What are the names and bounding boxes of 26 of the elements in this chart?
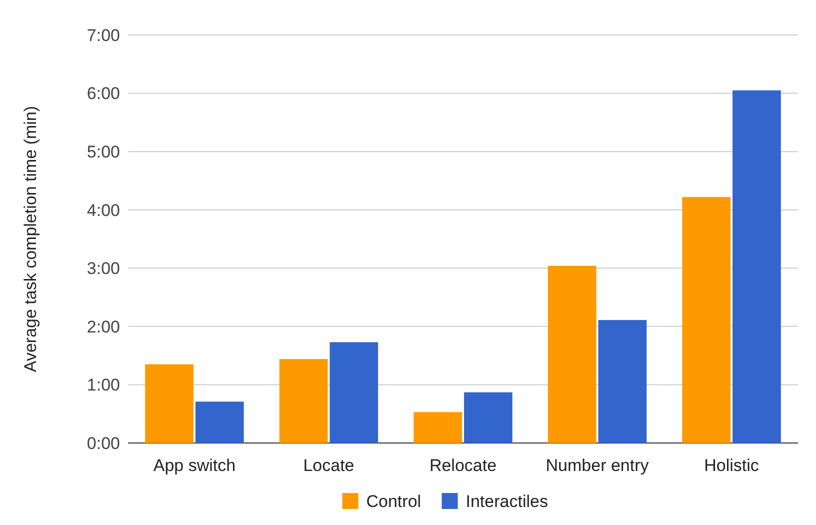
bar <box>195 402 244 443</box>
x-tick-label: Number entry <box>546 456 650 475</box>
y-tick-label: 5:00 <box>86 142 120 162</box>
bar <box>279 359 328 443</box>
y-tick-label: 6:00 <box>86 84 120 104</box>
x-tick-label: Relocate <box>429 456 497 475</box>
y-tick-label: 3:00 <box>86 259 120 278</box>
x-tick-label: Locate <box>303 456 354 475</box>
bar <box>464 392 512 443</box>
bar <box>548 266 596 443</box>
bar <box>330 342 378 443</box>
y-tick-label: 2:00 <box>86 317 120 336</box>
bar <box>598 320 647 443</box>
y-tick-label: 4:00 <box>86 200 120 220</box>
x-tick-label: Holistic <box>704 456 760 475</box>
x-tick-label: App switch <box>153 456 236 475</box>
bar <box>682 197 731 443</box>
bar <box>732 90 781 443</box>
legend-label: Control <box>366 492 422 511</box>
y-tick-label: 7:00 <box>86 26 120 45</box>
bar <box>145 364 194 443</box>
y-tick-label: 1:00 <box>86 376 120 395</box>
y-axis-title: Average task completion time (min) <box>21 106 40 372</box>
y-tick-label: 0:00 <box>86 434 120 453</box>
bar <box>414 412 462 443</box>
legend-label: Interactiles <box>466 492 548 511</box>
